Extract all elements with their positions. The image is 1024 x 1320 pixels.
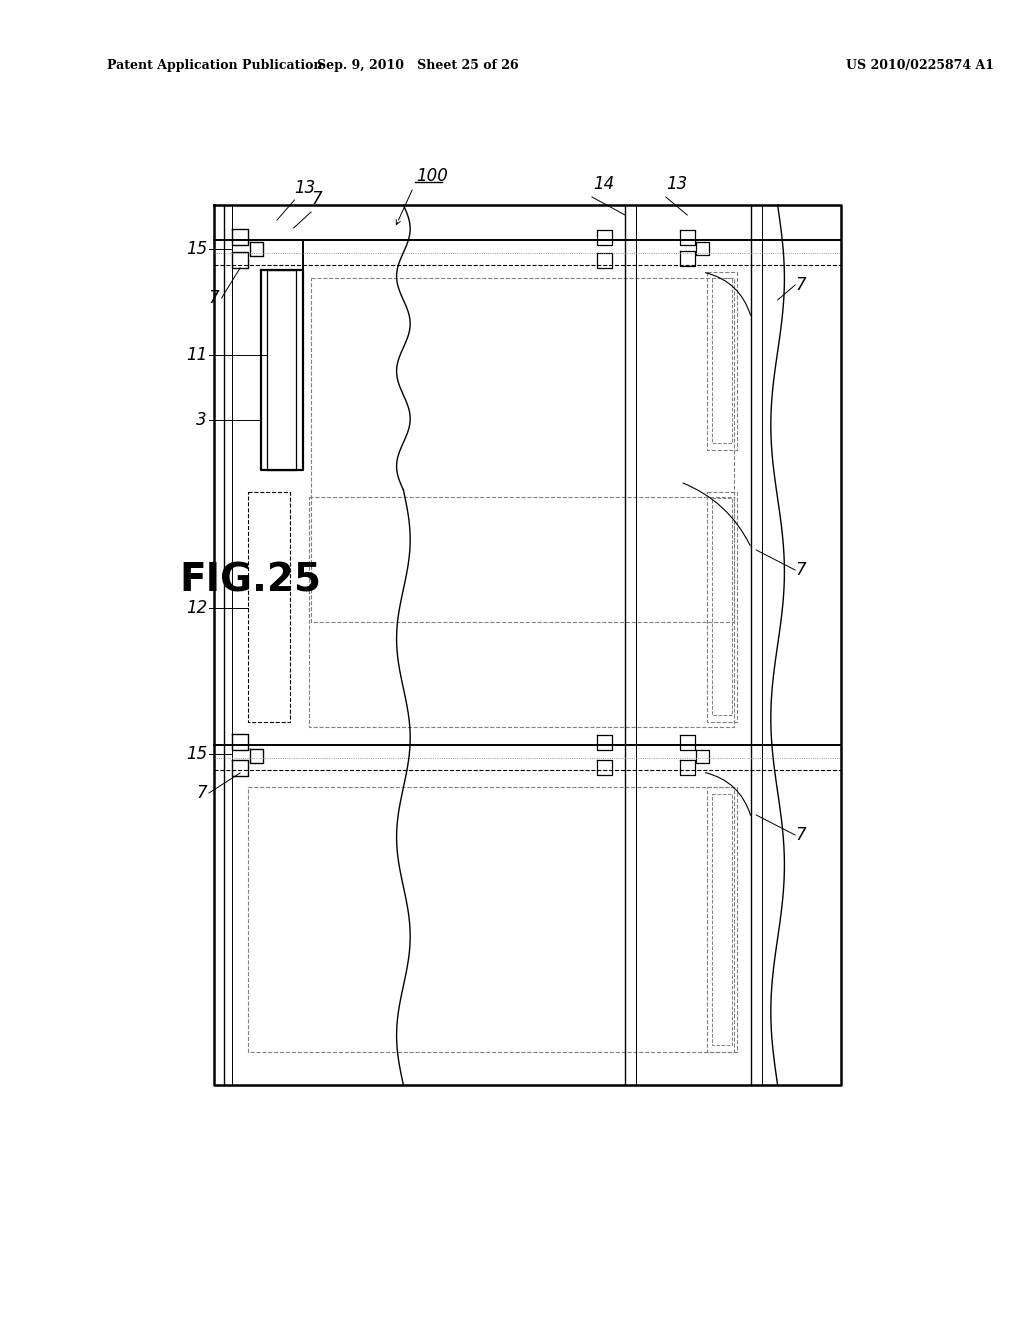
- Text: 7: 7: [208, 289, 219, 308]
- Text: 11: 11: [185, 346, 207, 364]
- Text: Patent Application Publication: Patent Application Publication: [106, 58, 323, 71]
- Text: 7: 7: [795, 826, 806, 843]
- Text: US 2010/0225874 A1: US 2010/0225874 A1: [846, 58, 993, 71]
- Text: 7: 7: [795, 561, 806, 579]
- Text: 12: 12: [185, 599, 207, 616]
- Text: 15: 15: [185, 744, 207, 763]
- Text: 7: 7: [795, 276, 806, 294]
- Text: 14: 14: [593, 176, 614, 193]
- Text: 13: 13: [666, 176, 687, 193]
- Text: FIG.25: FIG.25: [180, 561, 322, 599]
- Text: Sep. 9, 2010   Sheet 25 of 26: Sep. 9, 2010 Sheet 25 of 26: [317, 58, 519, 71]
- Text: 7: 7: [197, 784, 207, 803]
- Text: 7: 7: [311, 190, 322, 209]
- Text: 15: 15: [185, 240, 207, 257]
- Text: 13: 13: [295, 180, 315, 197]
- Text: 100: 100: [416, 168, 447, 185]
- Text: 3: 3: [197, 411, 207, 429]
